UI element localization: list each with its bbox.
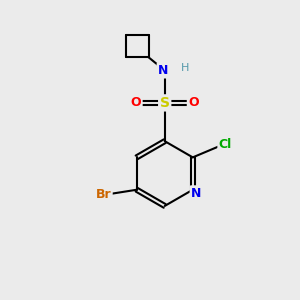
Text: Cl: Cl <box>219 139 232 152</box>
Text: N: N <box>191 187 202 200</box>
Text: N: N <box>158 64 168 77</box>
Text: O: O <box>130 96 141 110</box>
Text: O: O <box>188 96 199 110</box>
Text: H: H <box>181 63 190 74</box>
Text: S: S <box>160 96 170 110</box>
Text: Br: Br <box>96 188 111 201</box>
